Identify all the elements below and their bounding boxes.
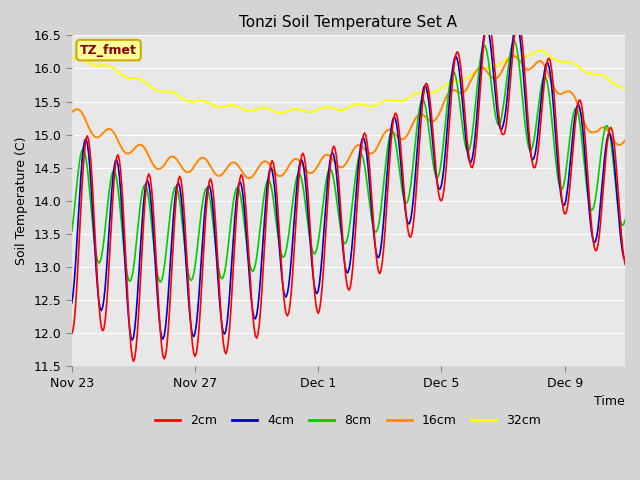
Text: TZ_fmet: TZ_fmet [80,44,137,57]
Y-axis label: Soil Temperature (C): Soil Temperature (C) [15,137,28,265]
X-axis label: Time: Time [595,395,625,408]
Title: Tonzi Soil Temperature Set A: Tonzi Soil Temperature Set A [239,15,458,30]
Legend: 2cm, 4cm, 8cm, 16cm, 32cm: 2cm, 4cm, 8cm, 16cm, 32cm [150,409,547,432]
